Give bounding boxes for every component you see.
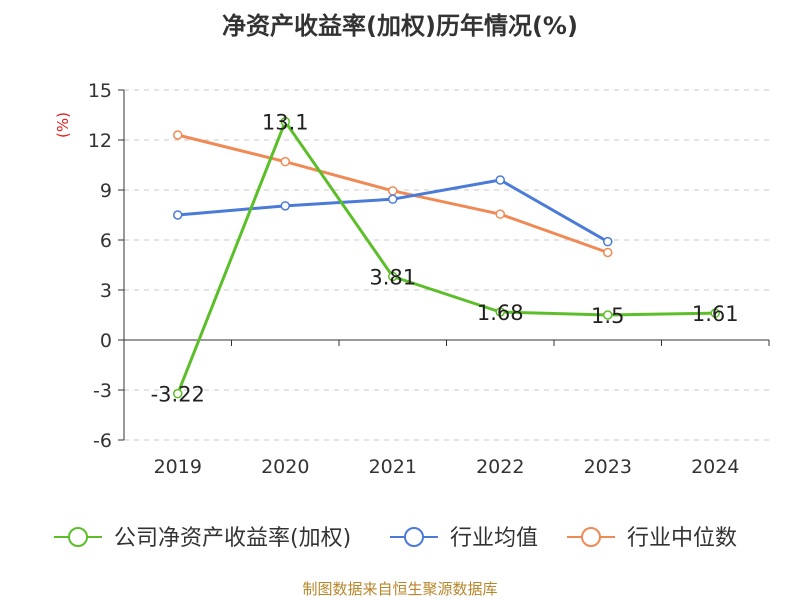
data-point xyxy=(603,310,613,320)
y-tick-label: 9 xyxy=(100,180,112,202)
data-point xyxy=(173,210,183,220)
data-point xyxy=(388,271,398,282)
data-point xyxy=(495,175,505,185)
data-point xyxy=(280,116,290,127)
series xyxy=(173,116,720,399)
legend-swatch-marker xyxy=(404,527,424,547)
y-tick-label: 3 xyxy=(100,280,112,302)
y-tick-label: 6 xyxy=(100,230,112,252)
y-tick-label: 0 xyxy=(100,330,112,352)
data-point xyxy=(280,201,290,211)
data-label: 1.68 xyxy=(477,301,524,325)
y-tick-label: -3 xyxy=(93,380,112,402)
data-point xyxy=(710,308,720,318)
data-point xyxy=(173,130,183,140)
data-point xyxy=(495,209,505,219)
legend-label: 行业中位数 xyxy=(627,526,737,551)
y-tick-label: 15 xyxy=(88,80,112,102)
legend-swatch-marker xyxy=(581,527,601,547)
data-point xyxy=(603,247,613,258)
x-tick-label: 2021 xyxy=(369,456,417,478)
chart-title: 净资产收益率(加权)历年情况(%) xyxy=(222,12,578,40)
data-label: 13.1 xyxy=(262,111,309,135)
data-point xyxy=(388,194,398,204)
x-tick-label: 2022 xyxy=(476,456,524,478)
x-tick-label: 2024 xyxy=(691,456,739,478)
axes: -6 -3 0 3 6 9 12 15 2019 2020 2021 2022 2023 2024 xyxy=(88,80,770,478)
legend-swatch-marker xyxy=(68,527,88,547)
data-label: 3.81 xyxy=(369,266,416,290)
data-point xyxy=(603,236,613,247)
x-tick-label: 2023 xyxy=(584,456,632,478)
data-label: 1.5 xyxy=(591,304,624,328)
data-point xyxy=(495,307,505,317)
y-axis-label: (%) xyxy=(54,112,72,138)
source-note: 制图数据来自恒生聚源数据库 xyxy=(302,580,498,598)
x-tick-label: 2019 xyxy=(154,456,202,478)
grid xyxy=(124,89,769,441)
data-label: 1.61 xyxy=(692,302,739,326)
data-point xyxy=(173,388,183,399)
data-point xyxy=(280,156,290,167)
data-point xyxy=(388,186,398,196)
y-tick-label: -6 xyxy=(93,430,112,452)
x-tick-label: 2020 xyxy=(261,456,309,478)
legend: 公司净资产收益率(加权) 行业均值 行业中位数 xyxy=(54,526,737,551)
legend-label: 公司净资产收益率(加权) xyxy=(114,526,351,551)
y-tick-label: 12 xyxy=(88,130,112,152)
data-label: -3.22 xyxy=(151,383,205,407)
series-line xyxy=(176,120,716,395)
data-labels: -3.22 13.1 3.81 1.68 1.5 1.61 xyxy=(151,111,739,407)
legend-label: 行业均值 xyxy=(450,526,538,551)
